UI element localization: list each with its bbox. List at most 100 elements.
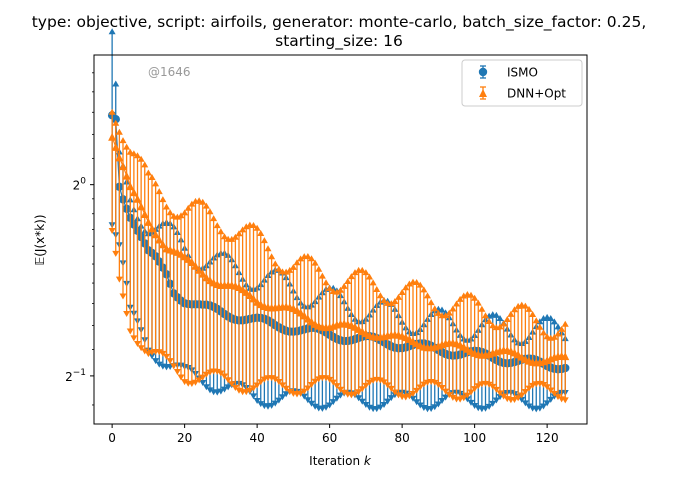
error-cap-upper	[561, 320, 569, 327]
error-cap-lower	[380, 379, 388, 386]
error-cap-upper	[387, 300, 395, 307]
error-cap-lower	[547, 387, 555, 394]
error-cap-lower	[217, 388, 225, 395]
error-cap-upper	[231, 233, 239, 240]
error-cap-upper	[521, 302, 529, 309]
error-cap-lower	[427, 405, 435, 412]
legend-box	[461, 59, 583, 107]
data-point	[133, 194, 142, 203]
error-cap-upper	[449, 305, 457, 312]
error-cap-lower	[119, 293, 127, 300]
error-cap-lower	[518, 392, 526, 399]
error-cap-lower	[308, 400, 315, 407]
error-cap-lower	[554, 394, 562, 401]
error-cap-lower	[333, 383, 341, 390]
error-cap-lower	[170, 363, 178, 370]
error-cap-upper	[558, 325, 566, 332]
error-cap-lower	[322, 375, 330, 382]
error-cap-upper	[148, 173, 156, 180]
data-point	[126, 182, 135, 191]
error-cap-upper	[293, 259, 301, 266]
data-point	[111, 142, 120, 151]
error-cap-upper	[155, 188, 163, 195]
error-cap-lower	[257, 401, 265, 408]
error-cap-lower	[340, 389, 348, 396]
error-cap-lower	[492, 386, 500, 393]
error-cap-lower	[326, 402, 334, 409]
error-cap-lower	[376, 404, 384, 411]
error-cap-lower	[253, 382, 261, 389]
error-cap-upper	[362, 269, 370, 276]
error-cap-upper	[547, 315, 555, 322]
x-tick-label: 80	[394, 431, 409, 445]
error-cap-upper	[271, 260, 279, 267]
data-point	[187, 258, 196, 267]
error-cap-lower	[471, 386, 479, 393]
data-point	[242, 287, 251, 296]
data-point	[108, 132, 117, 141]
error-cap-lower	[384, 398, 392, 405]
error-cap-lower	[279, 394, 286, 401]
x-tick-label: 120	[536, 431, 559, 445]
data-point	[140, 209, 149, 218]
error-cap-upper	[503, 315, 511, 322]
error-cap-upper	[181, 209, 189, 216]
error-cap-upper	[496, 314, 504, 321]
error-cap-upper	[540, 329, 547, 336]
error-cap-upper	[268, 253, 276, 260]
error-cap-lower	[177, 374, 185, 381]
data-point	[245, 291, 254, 300]
error-cap-lower	[126, 328, 134, 335]
error-cap-upper	[264, 245, 272, 252]
error-cap-upper	[242, 223, 250, 230]
error-cap-lower	[148, 353, 156, 360]
error-cap-upper	[532, 317, 540, 324]
error-cap-upper	[478, 305, 486, 312]
error-cap-lower	[297, 390, 305, 397]
error-cap-upper	[453, 300, 460, 307]
error-cap-lower	[438, 385, 446, 392]
error-cap-lower	[304, 397, 312, 404]
error-cap-lower	[329, 379, 337, 386]
error-cap-lower	[163, 353, 170, 360]
data-point	[195, 265, 204, 274]
error-cap-lower	[271, 400, 279, 407]
data-point	[151, 230, 160, 239]
data-point	[238, 285, 247, 294]
error-cap-lower	[485, 381, 493, 388]
error-cap-upper	[134, 152, 141, 159]
y-tick-label: 2−1	[65, 368, 86, 384]
error-cap-upper	[550, 318, 558, 325]
error-cap-upper	[467, 291, 475, 298]
legend-marker	[478, 67, 488, 77]
error-cap-upper	[311, 259, 319, 266]
error-cap-upper	[126, 148, 134, 155]
error-cap-upper	[550, 333, 558, 340]
error-cap-upper	[152, 180, 160, 187]
error-cap-upper	[427, 299, 435, 306]
error-cap-upper	[445, 309, 453, 316]
error-cap-upper	[496, 323, 504, 330]
error-cap-upper	[398, 289, 406, 296]
error-cap-lower	[257, 379, 265, 386]
error-cap-lower	[536, 405, 544, 412]
error-cap-lower	[311, 378, 319, 385]
data-point	[115, 153, 124, 162]
error-cap-lower	[337, 386, 344, 393]
error-cap-lower	[405, 393, 413, 400]
data-point	[144, 217, 153, 226]
y-axis-ticks: 20 2−1	[65, 72, 94, 406]
error-cap-lower	[173, 369, 181, 376]
error-cap-upper	[489, 322, 497, 329]
error-cap-lower	[550, 390, 558, 397]
error-cap-upper	[159, 196, 167, 203]
legend: ISMO DNN+Opt	[461, 59, 583, 107]
x-axis-label: Iteration k	[309, 454, 372, 468]
error-cap-lower	[199, 374, 207, 381]
error-cap-lower	[155, 349, 163, 356]
error-cap-upper	[308, 255, 315, 262]
data-point	[300, 311, 309, 320]
data-point	[129, 188, 138, 197]
error-cap-upper	[405, 280, 413, 287]
x-axis-ticks: 0 20 40 60 80 100 120	[108, 424, 559, 445]
